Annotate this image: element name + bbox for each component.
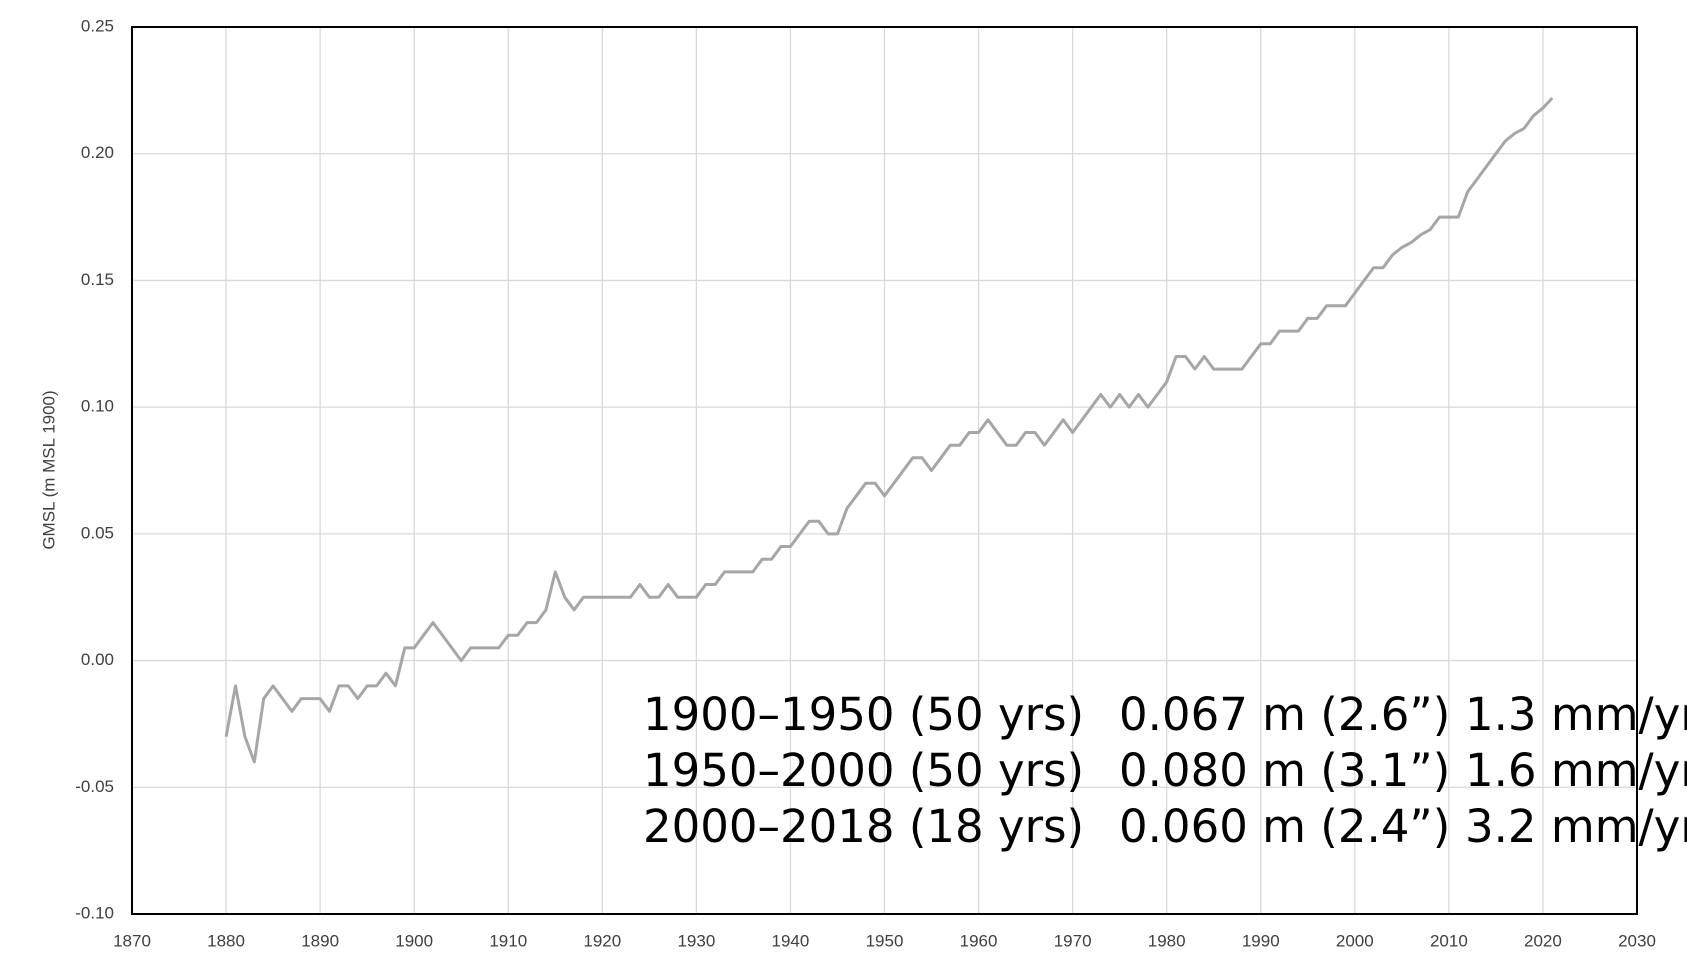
x-tick-label: 1980 (1148, 931, 1186, 950)
x-tick-label: 1910 (489, 931, 527, 950)
annotation: 0.067 m (2.6”) (1119, 688, 1450, 741)
annotation: 3.2 mm/yr (1465, 800, 1687, 853)
plot-frame (131, 26, 1638, 915)
annotation: 1.6 mm/yr (1465, 744, 1687, 797)
x-tick-label: 1900 (395, 931, 433, 950)
x-tick-label: 1920 (583, 931, 621, 950)
annotation: 1900–1950 (50 yrs) (643, 688, 1084, 741)
annotation: 2000–2018 (18 yrs) (643, 800, 1084, 853)
x-tick-label: 1930 (677, 931, 715, 950)
data-line (224, 96, 1554, 764)
y-tick-label: 0.05 (81, 523, 114, 542)
y-tick-label: 0.10 (81, 397, 114, 416)
x-tick-label: 2010 (1430, 931, 1468, 950)
x-tick-label: 1870 (113, 931, 151, 950)
x-tick-label: 2000 (1336, 931, 1374, 950)
x-tick-label: 1960 (960, 931, 998, 950)
annotation: 0.060 m (2.4”) (1119, 800, 1450, 853)
x-tick-label: 2020 (1524, 931, 1562, 950)
y-axis-label: GMSL (m MSL 1900) (39, 390, 58, 549)
x-tick-label: 1950 (866, 931, 904, 950)
annotation: 1950–2000 (50 yrs) (643, 744, 1084, 797)
x-tick-label: 2030 (1618, 931, 1656, 950)
x-tick-label: 1880 (207, 931, 245, 950)
y-tick-label: 0.25 (81, 16, 114, 35)
x-tick-label: 1940 (772, 931, 810, 950)
annotation: 0.080 m (3.1”) (1119, 744, 1450, 797)
x-tick-label: 1990 (1242, 931, 1280, 950)
x-tick-label: 1890 (301, 931, 339, 950)
y-tick-label: -0.10 (75, 903, 114, 922)
annotation: 1.3 mm/yr (1465, 688, 1687, 741)
y-tick-label: 0.15 (81, 270, 114, 289)
y-tick-label: -0.05 (75, 777, 114, 796)
x-tick-label: 1970 (1054, 931, 1092, 950)
y-tick-label: 0.20 (81, 143, 114, 162)
y-tick-label: 0.00 (81, 650, 114, 669)
